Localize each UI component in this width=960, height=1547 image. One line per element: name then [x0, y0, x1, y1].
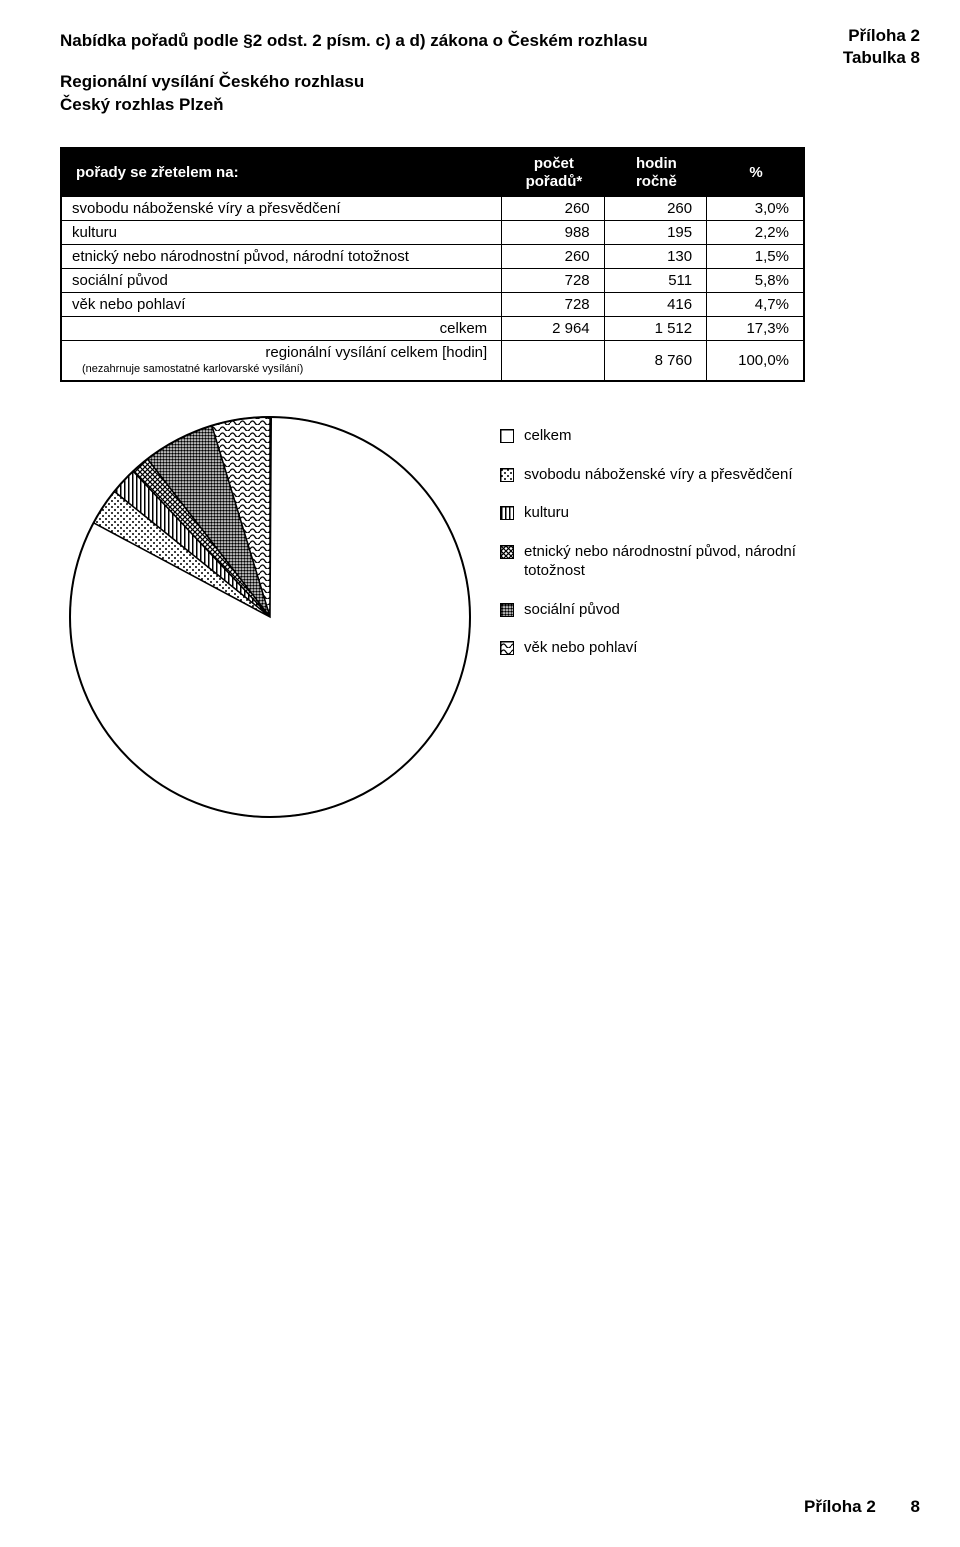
cell-regional-hours: 8 760 [604, 340, 706, 381]
legend-label: etnický nebo národnostní původ, národní … [524, 543, 830, 581]
table-row: kulturu 988 195 2,2% [61, 220, 804, 244]
th-pct: % [707, 148, 804, 197]
cell-pct: 1,5% [707, 244, 804, 268]
legend-item: sociální původ [500, 601, 830, 620]
th-count: počet pořadů* [502, 148, 604, 197]
legend-swatch-icon [500, 641, 514, 655]
cell-label: věk nebo pohlaví [61, 292, 502, 316]
pie-chart [60, 407, 480, 827]
subtitle-block: Regionální vysílání Českého rozhlasu Čes… [60, 71, 920, 117]
footer-pageno: 8 [911, 1497, 920, 1516]
header-right: Příloha 2 Tabulka 8 [843, 25, 920, 69]
page-title: Nabídka pořadů podle §2 odst. 2 písm. c)… [60, 30, 920, 53]
cell-count: 988 [502, 220, 604, 244]
table-header-row: pořady se zřetelem na: počet pořadů* hod… [61, 148, 804, 197]
cell-total-label: celkem [61, 316, 502, 340]
cell-hours: 130 [604, 244, 706, 268]
legend-item: celkem [500, 427, 830, 446]
legend-label: věk nebo pohlaví [524, 639, 637, 658]
cell-hours: 416 [604, 292, 706, 316]
footer-attachment: Příloha 2 [804, 1497, 876, 1516]
cell-regional-label: regionální vysílání celkem [hodin] (neza… [61, 340, 502, 381]
cell-label: etnický nebo národnostní původ, národní … [61, 244, 502, 268]
cell-total-count: 2 964 [502, 316, 604, 340]
legend-item: věk nebo pohlaví [500, 639, 830, 658]
legend-label: celkem [524, 427, 572, 446]
cell-count: 260 [502, 197, 604, 221]
page-footer: Příloha 2 8 [804, 1497, 920, 1517]
table-regional-row: regionální vysílání celkem [hodin] (neza… [61, 340, 804, 381]
cell-count: 728 [502, 292, 604, 316]
data-table: pořady se zřetelem na: počet pořadů* hod… [60, 147, 805, 382]
cell-hours: 511 [604, 268, 706, 292]
cell-regional-pct: 100,0% [707, 340, 804, 381]
legend-swatch-icon [500, 506, 514, 520]
chart-area: celkem svobodu náboženské víry a přesvěd… [60, 407, 920, 827]
cell-hours: 260 [604, 197, 706, 221]
table-total-row: celkem 2 964 1 512 17,3% [61, 316, 804, 340]
cell-label: sociální původ [61, 268, 502, 292]
legend-label: sociální původ [524, 601, 620, 620]
cell-label: kulturu [61, 220, 502, 244]
cell-count: 728 [502, 268, 604, 292]
subtitle-2: Český rozhlas Plzeň [60, 94, 920, 117]
cell-pct: 5,8% [707, 268, 804, 292]
table-number: Tabulka 8 [843, 47, 920, 69]
table-row: etnický nebo národnostní původ, národní … [61, 244, 804, 268]
legend-swatch-icon [500, 545, 514, 559]
cell-total-hours: 1 512 [604, 316, 706, 340]
th-hours: hodin ročně [604, 148, 706, 197]
cell-label: svobodu náboženské víry a přesvědčení [61, 197, 502, 221]
cell-pct: 2,2% [707, 220, 804, 244]
legend-label: kulturu [524, 504, 569, 523]
table-footnote: (nezahrnuje samostatné karlovarské vysíl… [72, 361, 487, 377]
legend-item: svobodu náboženské víry a přesvědčení [500, 466, 830, 485]
cell-count: 260 [502, 244, 604, 268]
page: Příloha 2 Tabulka 8 Nabídka pořadů podle… [0, 0, 960, 1547]
legend-swatch-icon [500, 429, 514, 443]
attachment-label: Příloha 2 [843, 25, 920, 47]
pie-legend: celkem svobodu náboženské víry a přesvěd… [500, 427, 830, 678]
cell-total-pct: 17,3% [707, 316, 804, 340]
cell-pct: 3,0% [707, 197, 804, 221]
table-row: svobodu náboženské víry a přesvědčení 26… [61, 197, 804, 221]
legend-item: etnický nebo národnostní původ, národní … [500, 543, 830, 581]
table-row: věk nebo pohlaví 728 416 4,7% [61, 292, 804, 316]
subtitle-1: Regionální vysílání Českého rozhlasu [60, 71, 920, 94]
table-row: sociální původ 728 511 5,8% [61, 268, 804, 292]
legend-swatch-icon [500, 603, 514, 617]
legend-label: svobodu náboženské víry a přesvědčení [524, 466, 793, 485]
cell-pct: 4,7% [707, 292, 804, 316]
cell-empty [502, 340, 604, 381]
legend-item: kulturu [500, 504, 830, 523]
cell-hours: 195 [604, 220, 706, 244]
th-label: pořady se zřetelem na: [61, 148, 502, 197]
legend-swatch-icon [500, 468, 514, 482]
